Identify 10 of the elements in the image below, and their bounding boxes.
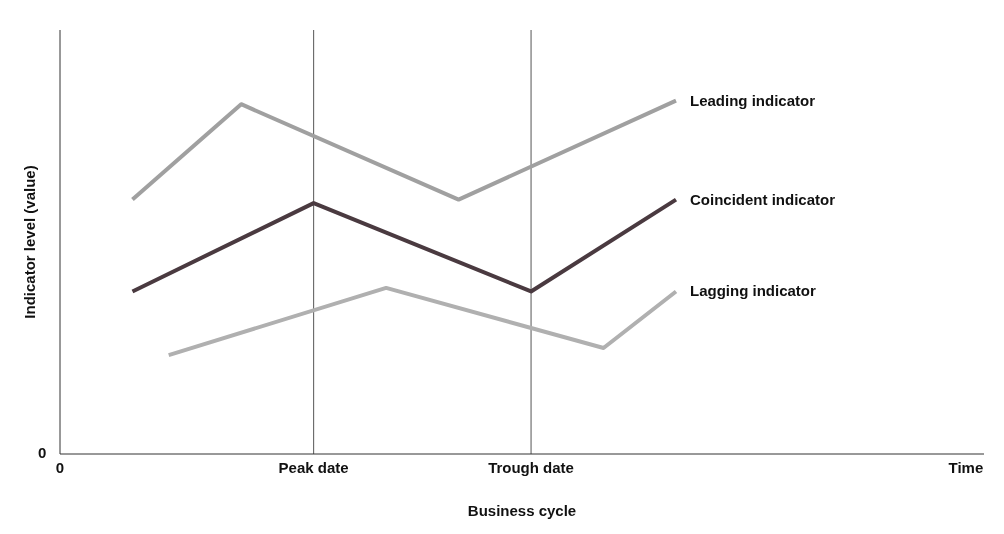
text: 0 — [38, 444, 47, 461]
series-label: Lagging indicator — [690, 282, 816, 300]
x-tick-label: 0 — [55, 458, 65, 476]
y-axis-title: Indicator level (value) — [21, 165, 39, 319]
series-label: Leading indicator — [690, 91, 816, 109]
x-tick-label: Trough date — [488, 458, 574, 476]
series-label: Coincident indicator — [690, 190, 836, 208]
x-tick-label: Time — [948, 458, 984, 476]
x-tick-label: Peak date — [278, 458, 349, 476]
x-axis-title: Business cycle — [467, 502, 577, 519]
